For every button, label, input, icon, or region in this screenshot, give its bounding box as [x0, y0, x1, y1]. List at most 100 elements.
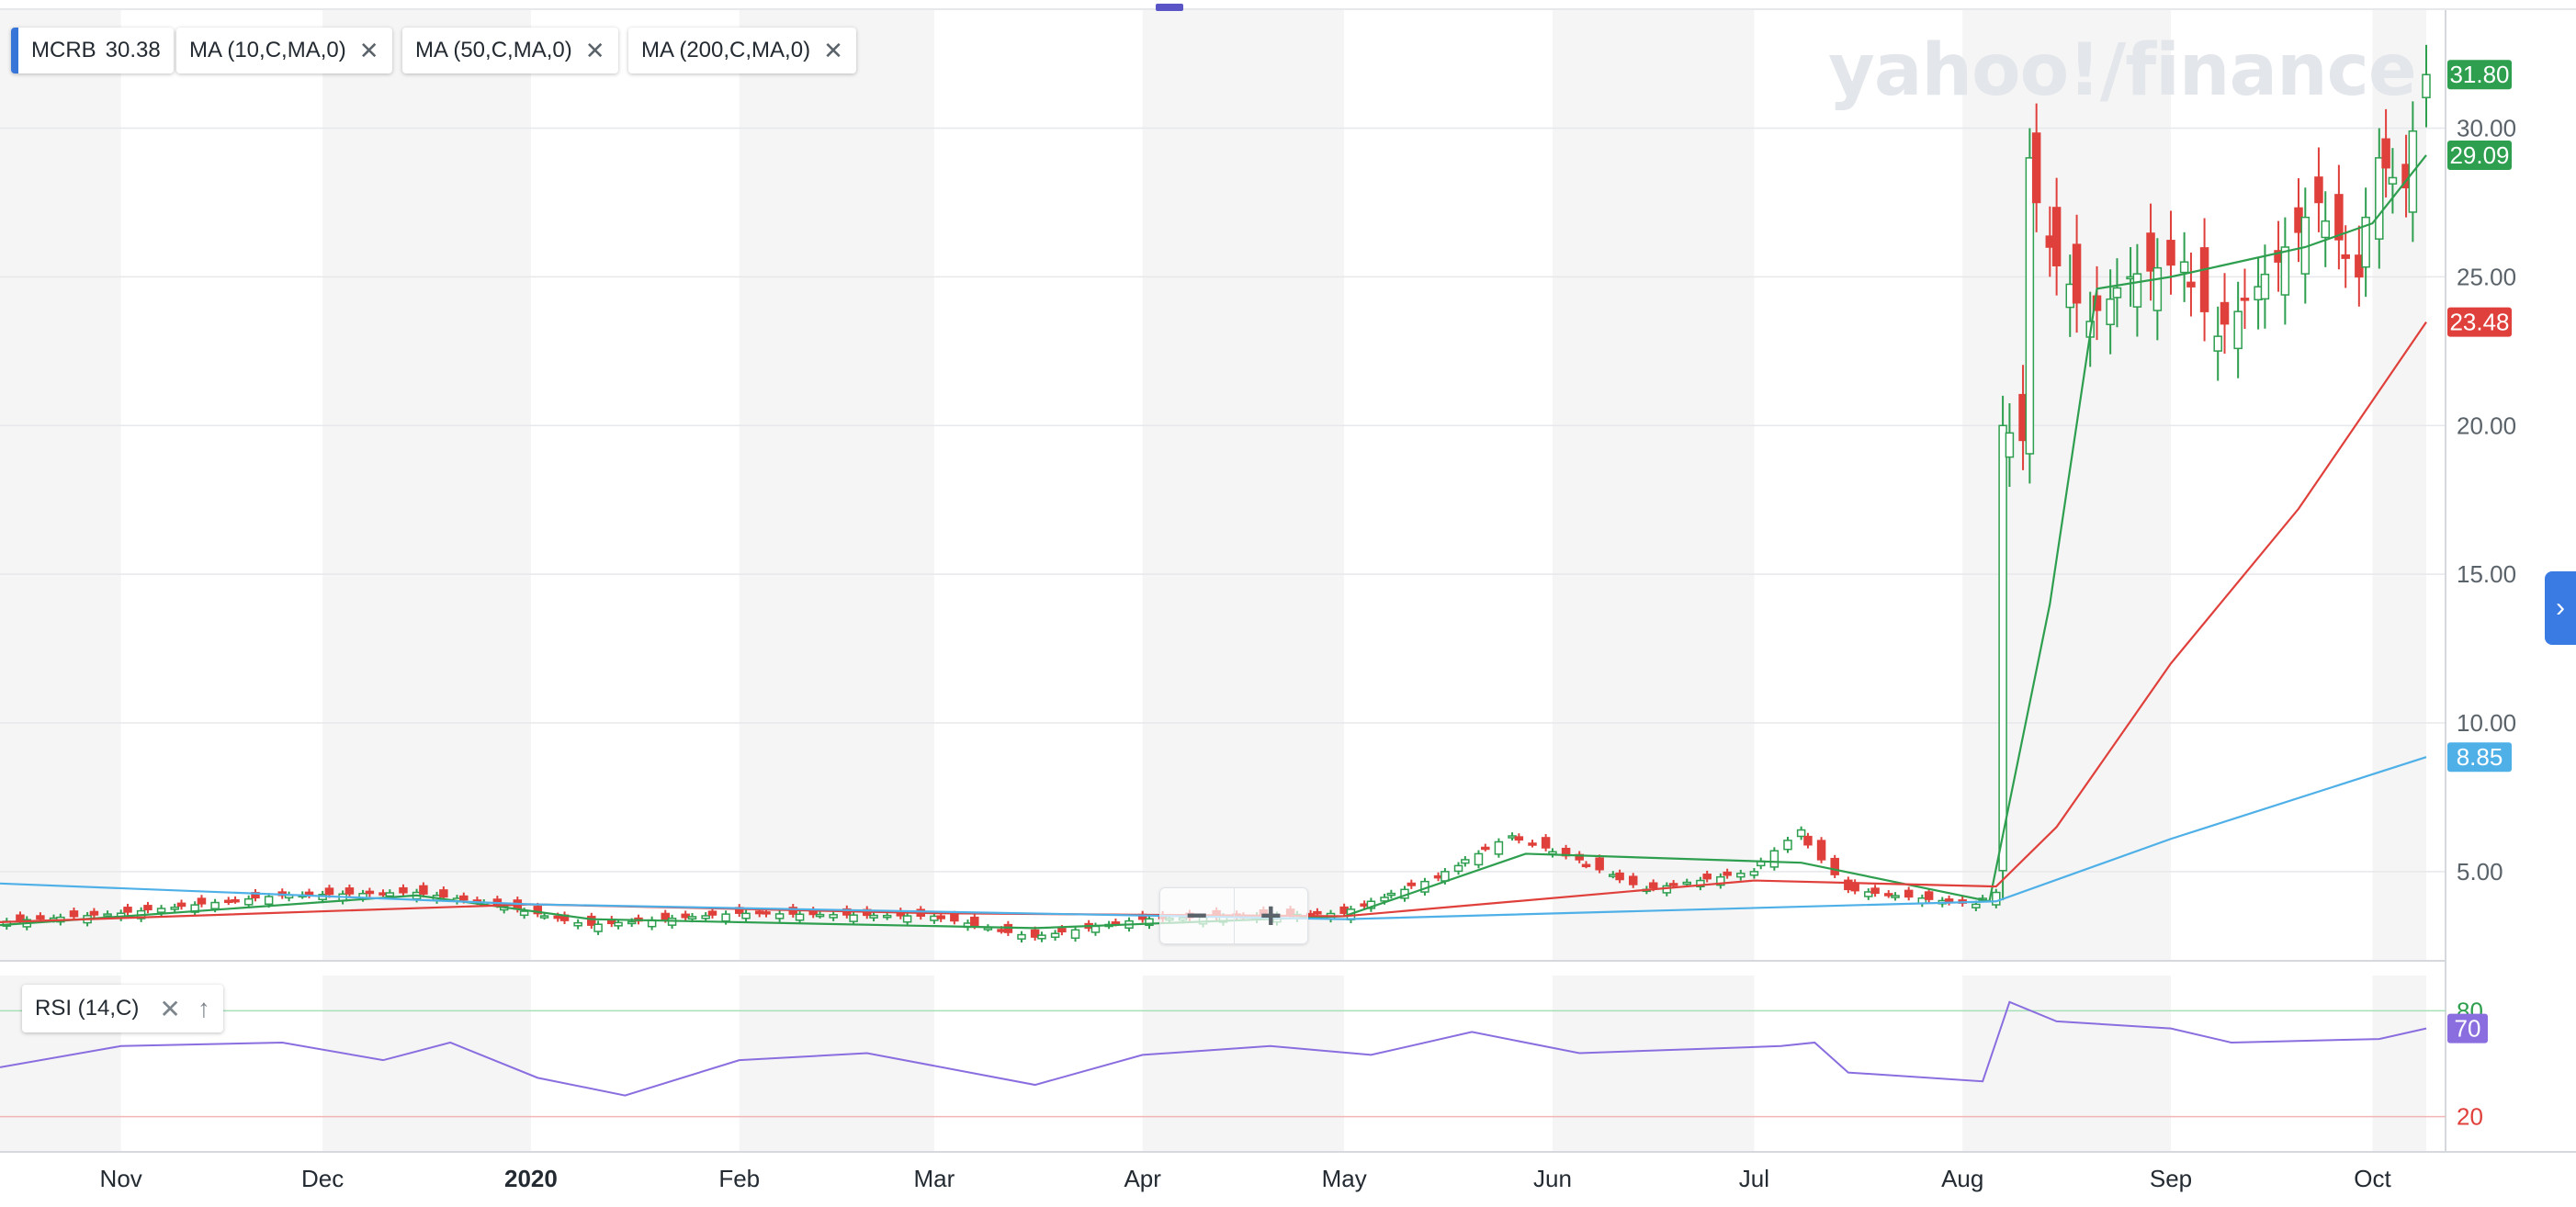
candle: [197, 895, 207, 908]
candle-body: [156, 908, 166, 913]
candle: [1366, 897, 1376, 912]
candle: [849, 911, 858, 926]
x-tick-label: Nov: [100, 1165, 142, 1192]
price-label-text: 29.09: [2449, 141, 2509, 169]
y-tick-label: 20.00: [2457, 412, 2516, 439]
candle-body: [2361, 216, 2370, 268]
candle-body: [533, 906, 543, 915]
candle: [231, 896, 240, 904]
candle: [2388, 148, 2398, 214]
candle-body: [1313, 910, 1322, 915]
candle: [1891, 892, 1900, 901]
zoom-in-button[interactable]: +: [1233, 888, 1308, 943]
candle: [869, 911, 878, 922]
candle-body: [1145, 918, 1154, 927]
candle-body: [1514, 836, 1524, 841]
candle: [1924, 888, 1934, 903]
rsi-value-text: 70: [2455, 1015, 2481, 1043]
candle-body: [1090, 925, 1101, 933]
expand-panel-button[interactable]: ›: [2545, 571, 2576, 645]
candle-body: [762, 911, 771, 915]
price-label-text: 8.85: [2457, 743, 2503, 771]
candle-body: [2166, 240, 2175, 266]
candle: [1037, 931, 1046, 942]
candle: [902, 912, 912, 926]
candle: [1883, 890, 1893, 898]
top-range-marker[interactable]: [1156, 4, 1183, 11]
candle: [1716, 873, 1725, 889]
candle: [1904, 886, 1914, 901]
candle-body: [1924, 891, 1934, 900]
rsi-legend[interactable]: RSI (14,C) ✕ ↑: [22, 985, 223, 1032]
candle-body: [2213, 335, 2222, 352]
candle-body: [795, 913, 805, 921]
candle: [1615, 869, 1624, 884]
candle-body: [2341, 254, 2350, 259]
candle-body: [1050, 932, 1060, 938]
candle-body: [741, 912, 751, 919]
candle: [2334, 164, 2344, 270]
candle: [2213, 306, 2222, 381]
candle: [243, 895, 254, 908]
close-icon[interactable]: ✕: [358, 36, 379, 64]
candle-body: [2132, 273, 2142, 308]
candle-body: [2240, 298, 2250, 301]
x-tick-label: Feb: [718, 1165, 760, 1192]
arrow-up-icon[interactable]: ↑: [197, 994, 210, 1022]
study-label-ma10: MA (10,C,MA,0): [189, 38, 346, 62]
candle-body: [2280, 246, 2290, 296]
price-label-text: 31.80: [2449, 61, 2509, 88]
candle-body: [385, 892, 395, 897]
candle: [2092, 265, 2102, 341]
study-legend-ma50[interactable]: MA (50,C,MA,0) ✕: [402, 28, 618, 73]
candle-body: [1494, 840, 1504, 855]
ma10-line: [0, 154, 2427, 930]
candle: [593, 920, 603, 935]
candle-body: [1581, 863, 1591, 868]
candle: [2005, 402, 2015, 487]
candle: [1803, 832, 1813, 849]
candle-body: [1380, 897, 1389, 902]
candle-body: [2106, 298, 2115, 325]
candle-body: [459, 895, 469, 901]
close-icon[interactable]: ✕: [159, 994, 181, 1023]
candle-body: [2422, 73, 2431, 98]
candle-body: [103, 913, 112, 917]
candle-body: [1541, 837, 1551, 849]
candle: [1992, 888, 2001, 908]
candle-body: [2051, 207, 2062, 266]
candle-body: [419, 885, 428, 895]
candle-body: [1883, 893, 1893, 897]
close-icon[interactable]: ✕: [823, 36, 843, 64]
candle-body: [882, 914, 892, 919]
candle: [2166, 210, 2175, 295]
x-tick-label: Jun: [1533, 1165, 1572, 1192]
zoom-out-button[interactable]: −: [1186, 895, 1208, 936]
candle: [1386, 889, 1396, 899]
symbol-legend[interactable]: MCRB 30.38: [11, 28, 174, 73]
candle-body: [2199, 247, 2209, 312]
close-icon[interactable]: ✕: [584, 36, 605, 64]
candle: [1481, 843, 1490, 852]
candle: [1816, 837, 1826, 863]
x-tick-label: Aug: [1941, 1165, 1983, 1192]
candle-body: [2112, 287, 2122, 299]
study-legend-ma200[interactable]: MA (200,C,MA,0) ✕: [628, 28, 856, 73]
x-tick-label: May: [1322, 1165, 1367, 1192]
ma200-line: [0, 756, 2427, 920]
candle-body: [1702, 874, 1712, 880]
study-legend-ma10[interactable]: MA (10,C,MA,0) ✕: [176, 28, 392, 73]
candle-body: [2186, 281, 2196, 288]
rsi-value-bg: [2447, 1013, 2488, 1043]
candle-body: [2152, 266, 2163, 311]
candle-body: [1481, 846, 1490, 851]
candle-body: [1528, 842, 1537, 846]
candle: [89, 908, 99, 919]
x-tick-label: Apr: [1124, 1165, 1161, 1192]
symbol-name: MCRB: [31, 38, 96, 62]
candle-body: [69, 910, 79, 918]
candle: [2381, 108, 2390, 198]
candle: [1453, 862, 1463, 875]
candle-body: [593, 923, 603, 932]
